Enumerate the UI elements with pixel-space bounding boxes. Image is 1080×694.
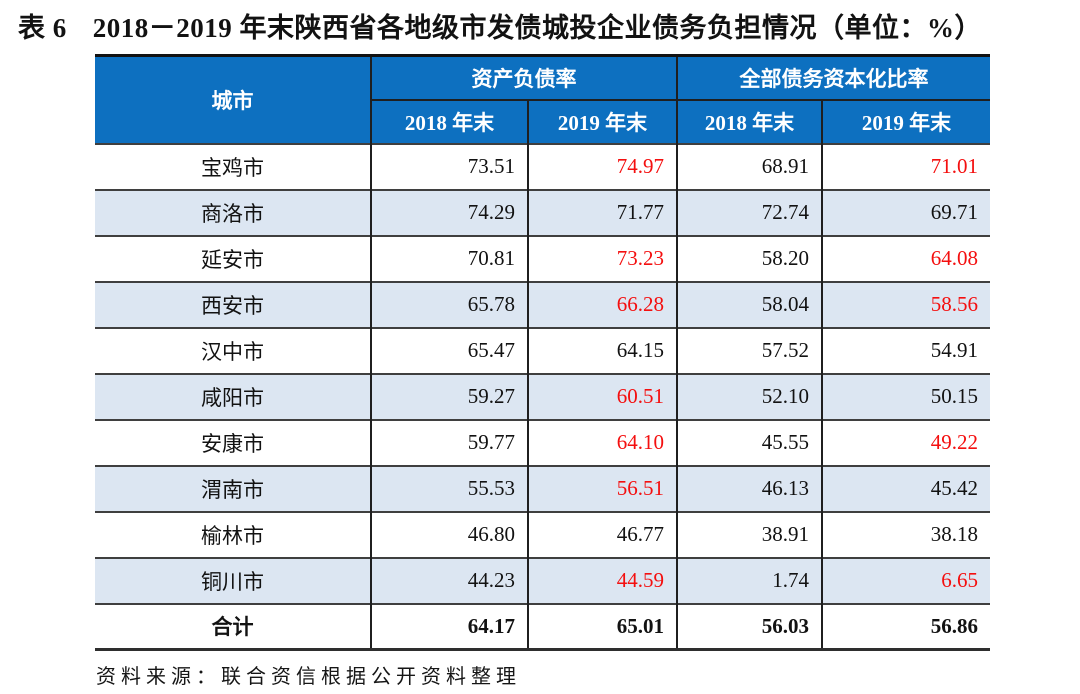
- city-cell: 延安市: [201, 247, 264, 272]
- value-cell: 54.91: [821, 327, 990, 374]
- value-cell: 64.17: [370, 603, 528, 650]
- city-cell: 安康市: [201, 431, 264, 456]
- table-header: 城市 资产负债率 全部债务资本化比率 2018 年末 2019 年末 2018 …: [95, 55, 990, 144]
- value-cell: 45.55: [676, 419, 822, 466]
- city-cell: 榆林市: [201, 523, 264, 548]
- table-number: 表 6: [18, 13, 67, 43]
- value-cell: 71.01: [821, 143, 990, 190]
- table-row: 汉中市 65.47 64.15 57.52 54.91: [95, 327, 990, 374]
- value-cell: 58.56: [821, 281, 990, 328]
- table-row: 宝鸡市 73.51 74.97 68.91 71.01: [95, 143, 990, 190]
- value-cell: 46.80: [370, 511, 528, 558]
- header-alr-2019: 2019 年末: [527, 98, 677, 144]
- city-cell: 汉中市: [201, 339, 264, 364]
- table-row: 安康市 59.77 64.10 45.55 49.22: [95, 419, 990, 466]
- city-cell: 西安市: [201, 293, 264, 318]
- value-cell: 6.65: [821, 557, 990, 604]
- city-cell: 渭南市: [201, 477, 264, 502]
- total-row: 合计 64.17 65.01 56.03 56.86: [95, 603, 990, 650]
- table-title: 2018－2019 年末陕西省各地级市发债城投企业债务负担情况（单位：%）: [92, 13, 982, 43]
- value-cell: 55.53: [370, 465, 528, 512]
- debt-burden-table: 城市 资产负债率 全部债务资本化比率 2018 年末 2019 年末 2018 …: [95, 54, 990, 651]
- value-cell: 66.28: [527, 281, 677, 328]
- value-cell: 64.10: [527, 419, 677, 466]
- header-alr-2018: 2018 年末: [370, 98, 528, 144]
- value-cell: 56.51: [527, 465, 677, 512]
- value-cell: 57.52: [676, 327, 822, 374]
- table-body: 宝鸡市 73.51 74.97 68.91 71.01 商洛市 74.29 71…: [95, 143, 990, 650]
- value-cell: 46.13: [676, 465, 822, 512]
- value-cell: 73.51: [370, 143, 528, 190]
- header-year-row: 2018 年末 2019 年末 2018 年末 2019 年末: [95, 98, 990, 144]
- value-cell: 64.08: [821, 235, 990, 282]
- value-cell: 71.77: [527, 189, 677, 236]
- header-group-debt-capitalization-ratio: 全部债务资本化比率: [676, 55, 990, 100]
- city-cell: 咸阳市: [201, 385, 264, 410]
- value-cell: 68.91: [676, 143, 822, 190]
- table-row: 延安市 70.81 73.23 58.20 64.08: [95, 235, 990, 282]
- value-cell: 45.42: [821, 465, 990, 512]
- value-cell: 59.27: [370, 373, 528, 420]
- value-cell: 44.59: [527, 557, 677, 604]
- value-cell: 69.71: [821, 189, 990, 236]
- source-note: 资料来源：联合资信根据公开资料整理: [96, 666, 521, 688]
- city-cell: 合计: [211, 615, 254, 640]
- header-group-asset-liability-ratio: 资产负债率: [370, 55, 677, 100]
- value-cell: 60.51: [527, 373, 677, 420]
- value-cell: 59.77: [370, 419, 528, 466]
- value-cell: 73.23: [527, 235, 677, 282]
- header-dcr-2018: 2018 年末: [676, 98, 822, 144]
- value-cell: 56.03: [676, 603, 822, 650]
- value-cell: 44.23: [370, 557, 528, 604]
- value-cell: 1.74: [676, 557, 822, 604]
- table-row: 榆林市 46.80 46.77 38.91 38.18: [95, 511, 990, 558]
- value-cell: 58.04: [676, 281, 822, 328]
- value-cell: 38.18: [821, 511, 990, 558]
- header-dcr-2019: 2019 年末: [821, 98, 990, 144]
- table-row: 商洛市 74.29 71.77 72.74 69.71: [95, 189, 990, 236]
- value-cell: 65.78: [370, 281, 528, 328]
- value-cell: 74.97: [527, 143, 677, 190]
- value-cell: 56.86: [821, 603, 990, 650]
- city-cell: 铜川市: [201, 569, 264, 594]
- value-cell: 52.10: [676, 373, 822, 420]
- table-row: 咸阳市 59.27 60.51 52.10 50.15: [95, 373, 990, 420]
- header-group-row: 城市 资产负债率 全部债务资本化比率: [95, 55, 990, 144]
- value-cell: 72.74: [676, 189, 822, 236]
- header-city: 城市: [95, 55, 371, 144]
- value-cell: 46.77: [527, 511, 677, 558]
- city-cell: 宝鸡市: [201, 155, 264, 180]
- value-cell: 49.22: [821, 419, 990, 466]
- value-cell: 65.01: [527, 603, 677, 650]
- value-cell: 64.15: [527, 327, 677, 374]
- value-cell: 50.15: [821, 373, 990, 420]
- value-cell: 38.91: [676, 511, 822, 558]
- value-cell: 65.47: [370, 327, 528, 374]
- value-cell: 74.29: [370, 189, 528, 236]
- table-caption: 表 6 2018－2019 年末陕西省各地级市发债城投企业债务负担情况（单位：%）: [0, 0, 1080, 47]
- table-row: 渭南市 55.53 56.51 46.13 45.42: [95, 465, 990, 512]
- table-row: 铜川市 44.23 44.59 1.74 6.65: [95, 557, 990, 604]
- value-cell: 58.20: [676, 235, 822, 282]
- table-row: 西安市 65.78 66.28 58.04 58.56: [95, 281, 990, 328]
- value-cell: 70.81: [370, 235, 528, 282]
- city-cell: 商洛市: [201, 201, 264, 226]
